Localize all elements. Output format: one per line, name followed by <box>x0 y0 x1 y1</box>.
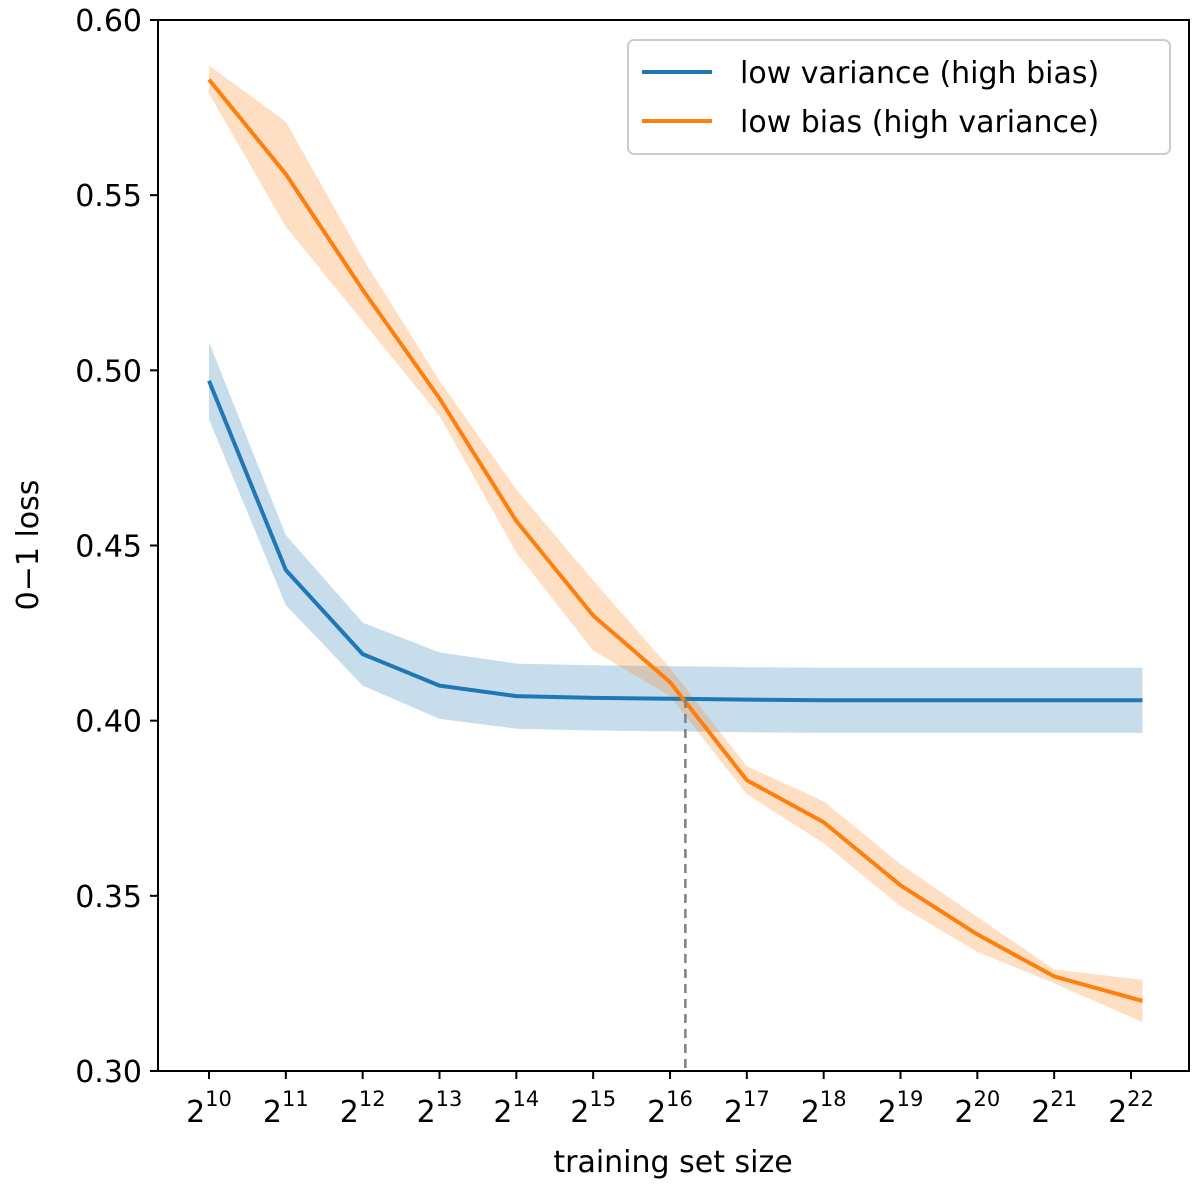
x-tick-label: 217 <box>724 1087 770 1130</box>
band-low-variance <box>209 342 1143 733</box>
legend-box <box>627 39 1171 155</box>
x-tick-label: 216 <box>647 1087 693 1130</box>
x-axis-title: training set size <box>553 1145 792 1180</box>
band-low-bias <box>209 65 1143 1022</box>
legend-label-low-bias: low bias (high variance) <box>740 105 1099 140</box>
x-tick-label: 215 <box>570 1087 616 1130</box>
x-tick-label: 222 <box>1108 1087 1154 1130</box>
x-tick-label: 214 <box>493 1087 539 1130</box>
legend: low variance (high bias) low bias (high … <box>627 39 1171 155</box>
y-tick-label: 0.55 <box>75 179 142 214</box>
x-tick-label: 211 <box>263 1087 309 1130</box>
x-tick-label: 221 <box>1031 1087 1077 1130</box>
y-tick-label: 0.30 <box>75 1055 142 1090</box>
confidence-bands <box>209 65 1143 1022</box>
x-tick-label: 218 <box>801 1087 847 1130</box>
x-tick-label: 212 <box>340 1087 386 1130</box>
series-lines <box>207 78 1144 1003</box>
line-low-bias <box>207 78 1144 1003</box>
y-tick-label: 0.40 <box>75 705 142 740</box>
y-tick-label: 0.35 <box>75 880 142 915</box>
y-tick-label: 0.45 <box>75 530 142 565</box>
x-tick-label: 213 <box>417 1087 463 1130</box>
x-axis-ticks: 210 211 212 213 214 215 216 217 218 219 220 221 222 <box>186 1071 1154 1130</box>
x-tick-label: 220 <box>954 1087 1000 1130</box>
y-axis-ticks: 0.30 0.35 0.40 0.45 0.50 0.55 0.60 <box>75 4 158 1090</box>
y-tick-label: 0.60 <box>75 4 142 39</box>
x-tick-label: 210 <box>186 1087 232 1130</box>
y-tick-label: 0.50 <box>75 354 142 389</box>
y-axis-title: 0−1 loss <box>11 480 46 611</box>
x-tick-label: 219 <box>878 1087 924 1130</box>
legend-label-low-variance: low variance (high bias) <box>740 56 1099 91</box>
